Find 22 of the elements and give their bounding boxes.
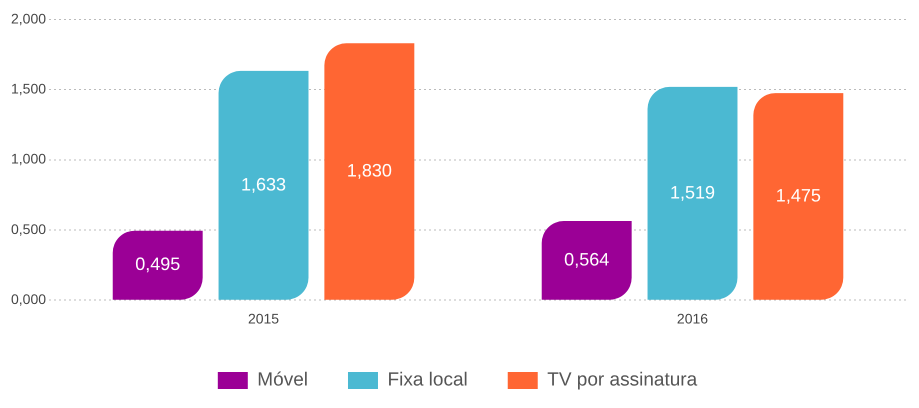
bar: [112, 230, 203, 300]
y-tick-label: 2,000: [10, 10, 46, 26]
legend-label: TV por assinatura: [547, 370, 698, 391]
bar: [324, 43, 414, 300]
data-label: 1,475: [776, 185, 821, 206]
legend-label: Fixa local: [387, 370, 468, 391]
legend-label: Móvel: [257, 370, 308, 391]
bar: [542, 221, 632, 300]
data-label: 1,519: [670, 182, 716, 202]
data-label: 1,830: [346, 160, 392, 180]
bar: [218, 70, 308, 300]
data-label: 0,495: [135, 254, 180, 274]
x-tick-label: 2015: [248, 310, 280, 326]
bar: [648, 86, 738, 300]
bar: [753, 93, 844, 300]
data-label: 0,564: [564, 249, 610, 270]
y-tick-label: 0,000: [10, 291, 46, 308]
y-tick-label: 0,500: [10, 220, 46, 237]
y-tick-label: 1,500: [10, 80, 46, 96]
data-label: 1,633: [241, 174, 286, 194]
y-tick-label: 1,000: [10, 150, 46, 167]
x-tick-label: 2016: [676, 310, 708, 326]
